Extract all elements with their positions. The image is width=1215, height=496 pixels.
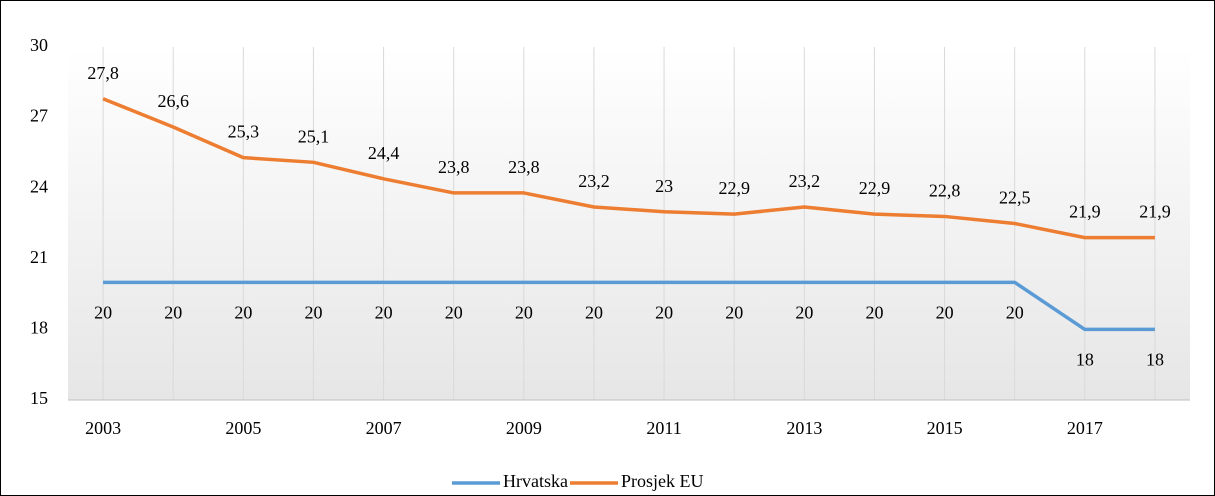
x-tick-label: 2007 [366, 418, 402, 438]
y-tick-label: 24 [30, 176, 48, 196]
data-label: 22,9 [859, 178, 891, 198]
data-label: 20 [725, 302, 743, 322]
data-label: 20 [234, 302, 252, 322]
data-label: 23,2 [578, 171, 610, 191]
x-tick-label: 2005 [225, 418, 261, 438]
x-tick-label: 2003 [85, 418, 121, 438]
data-label: 22,8 [929, 181, 961, 201]
x-tick-label: 2011 [646, 418, 681, 438]
data-label: 20 [445, 302, 463, 322]
y-tick-label: 27 [30, 106, 48, 126]
series-line [102, 97, 1155, 240]
y-tick-label: 15 [30, 388, 48, 408]
legend-label: Hrvatska [503, 471, 568, 491]
data-label: 20 [94, 302, 112, 322]
data-label: 25,1 [298, 126, 330, 146]
data-label: 18 [1146, 350, 1164, 370]
data-label: 25,3 [228, 122, 260, 142]
y-tick-label: 18 [30, 318, 48, 338]
data-label: 22,5 [999, 188, 1031, 208]
data-label: 20 [375, 302, 393, 322]
data-label: 20 [865, 302, 883, 322]
y-tick-label: 21 [30, 247, 48, 267]
data-label: 20 [795, 302, 813, 322]
x-tick-label: 2017 [1067, 418, 1103, 438]
data-label: 21,9 [1139, 202, 1171, 222]
data-label: 24,4 [368, 143, 400, 163]
data-label: 27,8 [87, 63, 119, 83]
data-label: 22,9 [718, 178, 750, 198]
data-label: 20 [1006, 302, 1024, 322]
x-tick-label: 2013 [786, 418, 822, 438]
data-label: 20 [936, 302, 954, 322]
x-tick-label: 2009 [506, 418, 542, 438]
data-label: 23,2 [789, 171, 821, 191]
y-tick-label: 30 [30, 35, 48, 55]
data-label: 23,8 [508, 157, 540, 177]
data-label: 21,9 [1069, 202, 1101, 222]
x-tick-label: 2015 [927, 418, 963, 438]
data-label: 23,8 [438, 157, 470, 177]
data-label: 20 [515, 302, 533, 322]
data-label: 20 [164, 302, 182, 322]
data-label: 26,6 [157, 91, 189, 111]
data-label: 23 [655, 176, 673, 196]
data-label: 20 [655, 302, 673, 322]
data-label: 18 [1076, 350, 1094, 370]
legend-label: Prosjek EU [621, 471, 704, 491]
series-line [103, 280, 1155, 332]
data-label: 20 [585, 302, 603, 322]
data-label: 20 [304, 302, 322, 322]
